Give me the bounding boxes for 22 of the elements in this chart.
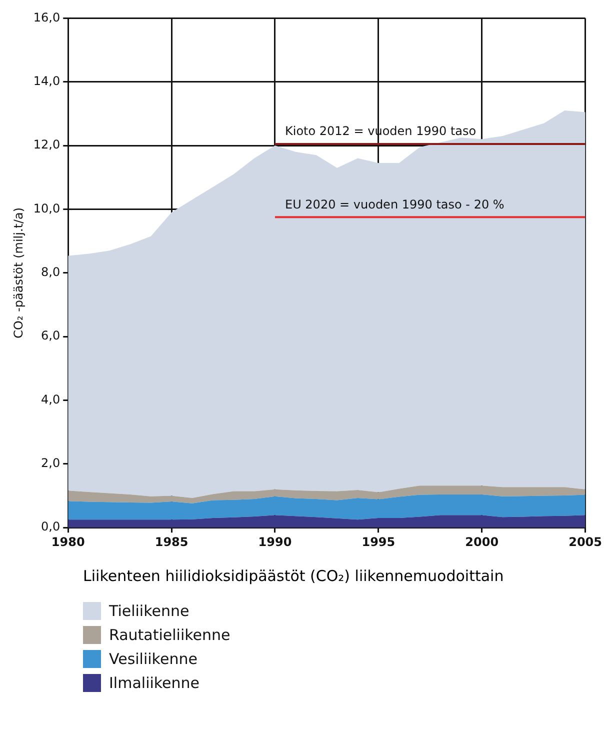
text: Liikenteen hiilidioksidipäästöt (CO₂) liikennemuodoittain bbox=[83, 567, 505, 585]
x-tick-label: 2005 bbox=[568, 534, 602, 549]
annotation: EU 2020 = vuoden 1990 taso - 20 % bbox=[284, 197, 504, 212]
y-tick-label: 2,0 bbox=[41, 456, 60, 470]
y-tick-label: 0,0 bbox=[41, 520, 60, 534]
legend-label: Ilmaliikenne bbox=[109, 674, 200, 692]
x-tick-label: 1985 bbox=[154, 534, 188, 549]
y-tick-label: 14,0 bbox=[33, 74, 60, 88]
y-axis-title: CO₂ -päästöt (milj.t/a) bbox=[11, 207, 26, 338]
y-tick-label: 8,0 bbox=[41, 265, 60, 280]
x-tick-label: 1990 bbox=[258, 534, 292, 549]
x-tick-label: 1980 bbox=[51, 534, 85, 549]
legend-label: Tieliikenne bbox=[109, 602, 190, 620]
y-tick-label: 12,0 bbox=[33, 138, 60, 152]
x-tick-label: 2000 bbox=[465, 534, 499, 549]
y-tick-label: 6,0 bbox=[41, 328, 60, 343]
x-tick-label: 1995 bbox=[362, 534, 396, 549]
legend-label: Vesiliikenne bbox=[109, 650, 198, 668]
legend-label: Rautatieliikenne bbox=[109, 626, 230, 644]
y-tick-label: 16,0 bbox=[33, 10, 60, 24]
y-tick-label: 10,0 bbox=[33, 201, 60, 216]
y-tick-label: 4,0 bbox=[41, 392, 60, 406]
